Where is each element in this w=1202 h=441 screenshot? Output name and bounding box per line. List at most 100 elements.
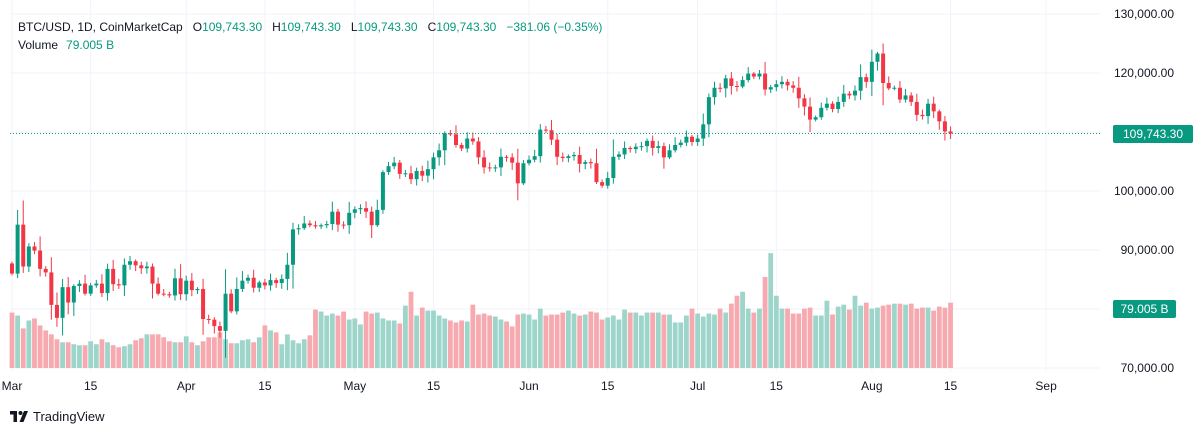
volume-bar (661, 314, 667, 368)
volume-bar (318, 311, 324, 368)
volume-bar (897, 303, 903, 368)
candle-body (83, 283, 88, 294)
candle-body (470, 138, 475, 142)
x-tick-label: Mar (2, 379, 23, 393)
candle-body (729, 78, 734, 86)
candle-body (32, 246, 37, 251)
volume-bar (329, 313, 335, 368)
candle-body (779, 81, 784, 85)
candle-body (734, 85, 739, 87)
x-tick-label: Jun (519, 379, 538, 393)
volume-bar (768, 253, 774, 368)
volume-bar (886, 304, 892, 368)
candle-body (77, 283, 82, 286)
candle-body (285, 264, 290, 279)
tradingview-logo-icon (10, 411, 28, 422)
volume-bar (498, 319, 504, 368)
candle-body (667, 150, 672, 158)
volume-bar (335, 315, 341, 368)
candle-body (819, 107, 824, 118)
volume-bar (476, 314, 481, 368)
volume-bar (684, 315, 689, 368)
volume-bar (110, 345, 116, 368)
candle-body (920, 114, 925, 117)
candle-body (841, 93, 846, 102)
candle-body (414, 170, 419, 180)
close-label: C (427, 20, 437, 34)
candles (10, 43, 953, 358)
candle-body (802, 98, 807, 107)
volume-bar (830, 314, 835, 368)
candle-body (555, 139, 560, 157)
volume-bar (543, 315, 549, 368)
volume-bar (414, 315, 420, 368)
candle-body (313, 225, 318, 227)
candle-body (161, 293, 166, 295)
candle-body (172, 278, 177, 296)
candle-body (347, 212, 352, 226)
symbol-label[interactable]: BTC/USD, 1D, CoinMarketCap (18, 20, 183, 34)
volume-bar (380, 318, 386, 368)
candle-body (543, 129, 548, 131)
time-axis[interactable]: Mar 15 Apr 15 May 15 Jun 15 Jul 15 Aug 15 Sep (2, 379, 1057, 393)
volume-bar (352, 318, 358, 368)
candle-body (302, 223, 307, 229)
volume-bar (588, 311, 594, 368)
volume-bar (616, 319, 622, 368)
volume-bar (251, 342, 257, 368)
candle-body (892, 87, 897, 89)
low-label: L (350, 20, 358, 34)
candle-body (341, 224, 346, 226)
volume-bar (15, 315, 21, 368)
volume-bar (166, 341, 172, 368)
candle-body (482, 157, 487, 168)
candle-body (364, 208, 369, 212)
volume-bar (447, 320, 453, 368)
volume-bar (813, 315, 819, 368)
volume-bar (790, 313, 796, 368)
volume-bar (858, 305, 864, 368)
candle-body (611, 156, 616, 179)
candle-body (324, 224, 329, 226)
tradingview-brand[interactable]: TradingView (10, 409, 105, 424)
candle-body (375, 209, 380, 226)
candle-body (111, 268, 116, 285)
candle-body (645, 140, 650, 147)
last-price-badge: 109,743.30 (1113, 124, 1193, 143)
candle-body (60, 287, 65, 318)
candle-body (10, 263, 14, 274)
volume-bar (9, 312, 15, 368)
volume-bar (453, 322, 459, 368)
volume-label[interactable]: Volume (18, 38, 59, 52)
volume-bar (43, 330, 49, 368)
volume-bar (442, 318, 448, 368)
candle-body (358, 208, 363, 210)
candle-body (566, 156, 571, 158)
candle-body (633, 146, 638, 150)
candle-body (538, 129, 543, 157)
volume-bar (431, 310, 436, 368)
candle-body (229, 293, 234, 312)
volume-bar (846, 309, 852, 368)
x-tick-label: 15 (601, 379, 615, 393)
volume-bar (88, 341, 94, 368)
volume-bar (577, 315, 583, 368)
price-axis[interactable]: 70,000.0080,000.0090,000.00100,000.00110… (1114, 7, 1174, 375)
candle-body (425, 169, 430, 176)
candle-body (122, 264, 127, 286)
volume-bar (341, 311, 346, 368)
candle-body (853, 90, 857, 96)
candle-body (678, 142, 683, 145)
volume-bars (9, 253, 953, 368)
volume-bar (639, 315, 644, 368)
open-label: O (192, 20, 203, 34)
high-label: H (272, 20, 281, 34)
volume-bar (532, 319, 538, 368)
volume-bar (296, 343, 302, 368)
volume-bar (582, 314, 588, 368)
x-tick-label: 15 (427, 379, 441, 393)
candle-body (94, 283, 99, 286)
candle-body (942, 121, 947, 132)
